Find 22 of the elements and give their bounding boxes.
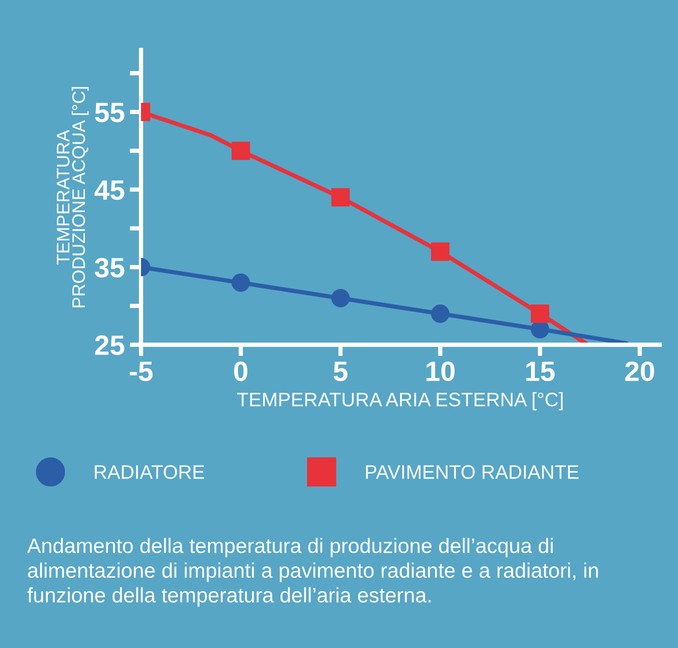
x-tick-label: -5 xyxy=(130,362,153,382)
point xyxy=(431,242,450,261)
point xyxy=(331,188,350,207)
point xyxy=(431,304,450,323)
point xyxy=(530,304,550,323)
legend-label: RADIATORE xyxy=(94,465,204,479)
y-axis-title: TEMPERATURA PRODUZIONE ACQUA [°C] xyxy=(56,87,89,308)
x-tick-label: 5 xyxy=(334,362,348,382)
x-tick-label: 15 xyxy=(526,362,555,382)
y-tick-label: 35 xyxy=(94,258,124,278)
text: Andamento della temperatura di produzione dell’acqua di alimentazione di impianti a pavimento radiante e a radiatori, in funzione della temperatura dell’aria esterna. xyxy=(27,538,598,607)
x-tick-label: 20 xyxy=(625,361,654,382)
y-tick-label: 25 xyxy=(95,335,124,356)
x-axis-title: TEMPERATURA ARIA ESTERNA [°C] xyxy=(237,392,563,410)
y-tick-label: 55 xyxy=(95,102,124,122)
point xyxy=(232,273,250,292)
legend-label: PAVIMENTO RADIANTE xyxy=(366,465,579,479)
point xyxy=(331,288,350,308)
y-tick-label: 45 xyxy=(94,180,124,200)
x-tick-label: 0 xyxy=(234,361,248,382)
point xyxy=(232,142,250,160)
x-tick-label: 10 xyxy=(426,361,455,382)
